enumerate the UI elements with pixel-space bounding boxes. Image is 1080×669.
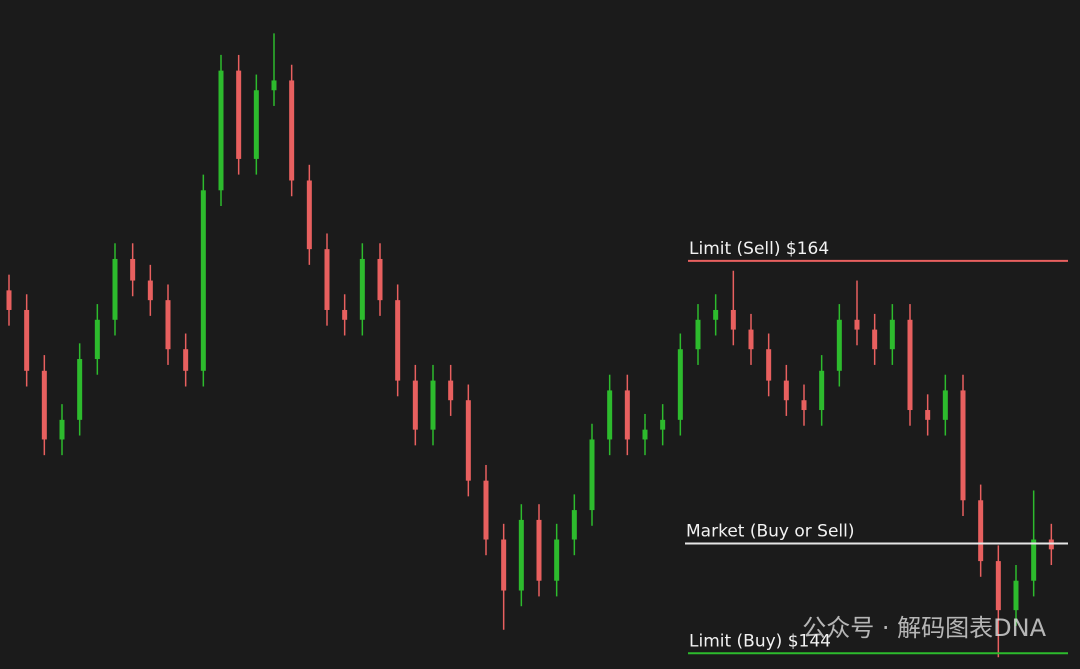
candle-body	[41, 370, 47, 440]
candle-body	[94, 319, 100, 360]
candle-body	[465, 400, 471, 481]
candle-body	[77, 359, 83, 420]
candle-body	[942, 390, 948, 420]
candle-body	[218, 70, 224, 191]
candle-body	[624, 390, 630, 440]
candle-body	[695, 319, 701, 350]
candle-body	[925, 410, 931, 420]
candle-body	[112, 258, 118, 320]
candle-body	[324, 249, 330, 310]
candle-body	[24, 309, 30, 371]
order-level-label: Limit (Sell) $164	[689, 239, 829, 259]
candle-body	[1031, 539, 1037, 581]
candle-body	[200, 190, 206, 371]
candle-body	[978, 500, 984, 562]
candle-body	[713, 309, 719, 320]
candle-body	[289, 80, 295, 181]
candle-body	[889, 319, 895, 350]
candle-body	[854, 319, 860, 330]
candle-body	[571, 510, 577, 540]
candle-body	[819, 370, 825, 411]
candle-body	[730, 309, 736, 330]
candle-body	[836, 319, 842, 371]
candle-body	[147, 280, 153, 301]
candle-body	[377, 258, 383, 301]
candle-body	[642, 429, 648, 440]
candle-body	[872, 329, 878, 350]
order-level-label: Market (Buy or Sell)	[686, 521, 855, 541]
candle-body	[430, 380, 436, 430]
candle-body	[6, 290, 12, 310]
candle-body	[271, 80, 277, 91]
candle-body	[995, 561, 1001, 611]
candle-body	[766, 349, 772, 381]
candle-body	[660, 419, 666, 430]
candle-body	[395, 300, 401, 381]
candle-body	[677, 349, 683, 420]
candle-body	[253, 90, 259, 159]
watermark: 公众号 · 解码图表DNA	[802, 614, 1046, 642]
candle-body	[748, 329, 754, 350]
candle-body	[907, 319, 913, 411]
candle-body	[130, 258, 136, 281]
candle-body	[183, 349, 189, 371]
candle-body	[1013, 580, 1019, 611]
candle-body	[801, 400, 807, 411]
candle-body	[59, 419, 65, 440]
candle-body	[589, 439, 595, 511]
candle-body	[359, 258, 365, 320]
candle-body	[783, 380, 789, 401]
candle-body	[448, 380, 454, 401]
candle-body	[536, 519, 542, 581]
candle-body	[412, 380, 418, 430]
candle-body	[960, 390, 966, 501]
candle-body	[342, 309, 348, 320]
candle-body	[518, 519, 524, 591]
candle-body	[306, 180, 312, 250]
candle-body	[607, 390, 613, 440]
candle-body	[554, 539, 560, 581]
candle-body	[483, 480, 489, 540]
order-level-label: Limit (Buy) $144	[689, 631, 831, 651]
candle-body	[165, 300, 171, 350]
candle-body	[236, 70, 242, 159]
candle-body	[501, 539, 507, 591]
